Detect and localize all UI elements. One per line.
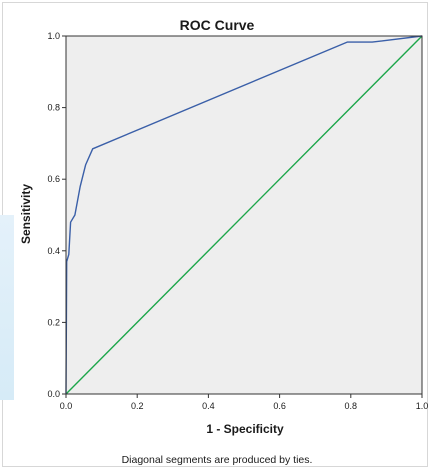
axis-ticks: 0.0 0.2 0.4 0.6 0.8 1.0 0.0 0.2 0.4 0.6 0.8 1.0 xyxy=(47,31,428,411)
x-axis-title: 1 - Specificity xyxy=(206,422,284,436)
footnote: Diagonal segments are produced by ties. xyxy=(122,454,313,466)
y-tick-label: 1.0 xyxy=(47,31,60,41)
x-tick-label: 1.0 xyxy=(416,401,429,411)
x-tick-label: 0.6 xyxy=(273,401,286,411)
y-tick-label: 0.0 xyxy=(47,389,60,399)
roc-curve-line xyxy=(65,35,423,395)
y-tick-label: 0.8 xyxy=(47,103,60,113)
y-tick-label: 0.4 xyxy=(47,246,60,256)
y-tick-label: 0.6 xyxy=(47,174,60,184)
x-tick-label: 0.2 xyxy=(131,401,144,411)
x-tick-label: 0.8 xyxy=(345,401,358,411)
series-group xyxy=(65,35,423,395)
chart-title: ROC Curve xyxy=(180,17,255,33)
reference-diagonal-line xyxy=(65,35,423,395)
background-decoration xyxy=(0,215,14,400)
x-tick-label: 0.4 xyxy=(202,401,215,411)
plot-border xyxy=(65,35,423,395)
x-tick-label: 0.0 xyxy=(60,401,73,411)
y-axis-title: Sensitivity xyxy=(19,184,33,244)
y-tick-label: 0.2 xyxy=(47,317,60,327)
